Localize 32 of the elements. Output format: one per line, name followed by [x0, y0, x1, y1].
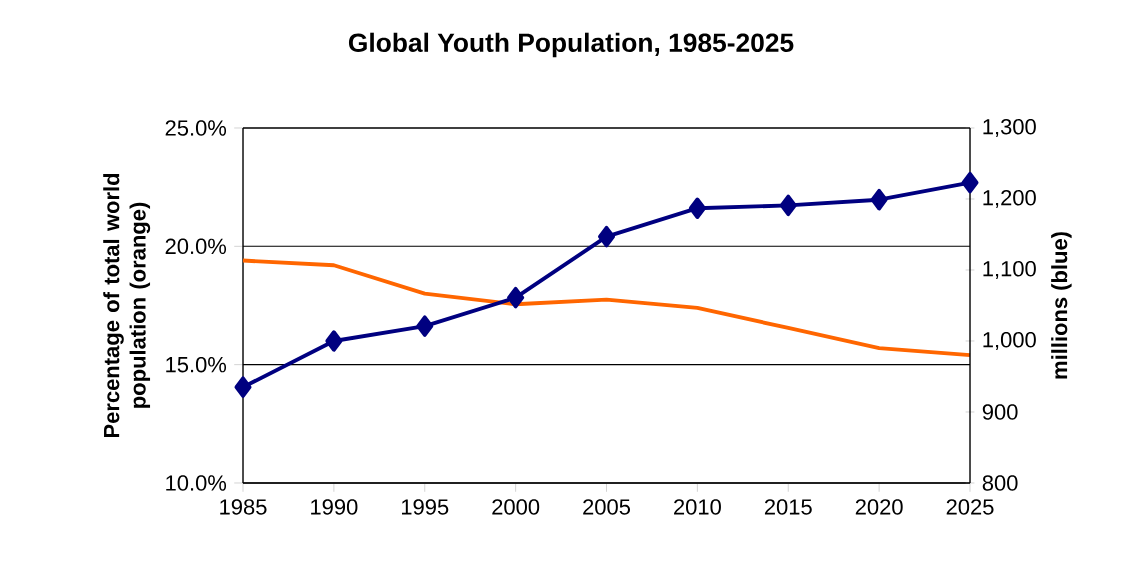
y2-axis-title: millions (blue) — [1051, 232, 1072, 379]
x-tick-label: 2000 — [492, 499, 540, 515]
x-tick-label: 1995 — [402, 499, 449, 515]
x-tick-label: 2015 — [764, 499, 812, 515]
chart-title: Global Youth Population, 1985-2025 — [348, 32, 794, 58]
point — [416, 315, 434, 337]
y2-tick-label: 1,200 — [983, 189, 1036, 209]
x-tick-label: 2005 — [583, 499, 631, 515]
y2-tick-label: 1,000 — [983, 331, 1036, 351]
y-tick-label: 10.0% — [166, 475, 227, 491]
y2-tick-label: 800 — [982, 475, 1018, 491]
y-axis-title: Percentage of total world population (orange) — [103, 173, 151, 438]
point — [597, 225, 616, 248]
y2-tick-label: 1,100 — [983, 260, 1036, 280]
point — [779, 194, 797, 217]
y-tick-label: 25.0% — [165, 120, 227, 136]
y-tick-label: 20.0% — [165, 238, 227, 255]
y2-tick-label: 900 — [982, 404, 1018, 420]
x-tick-label: 2010 — [674, 499, 721, 515]
point — [961, 171, 979, 194]
point — [325, 330, 343, 352]
point — [870, 188, 888, 211]
x-tick-label: 2020 — [855, 499, 903, 515]
x-tick-label: 1985 — [220, 499, 267, 515]
point — [688, 197, 706, 219]
y2-tick-label: 1,300 — [983, 118, 1036, 138]
x-tick-label: 1990 — [311, 499, 358, 515]
point — [234, 376, 252, 398]
line-series — [241, 258, 972, 358]
point — [507, 286, 525, 309]
x-tick-label: 2025 — [946, 499, 994, 515]
y-tick-label: 15.0% — [166, 356, 227, 373]
